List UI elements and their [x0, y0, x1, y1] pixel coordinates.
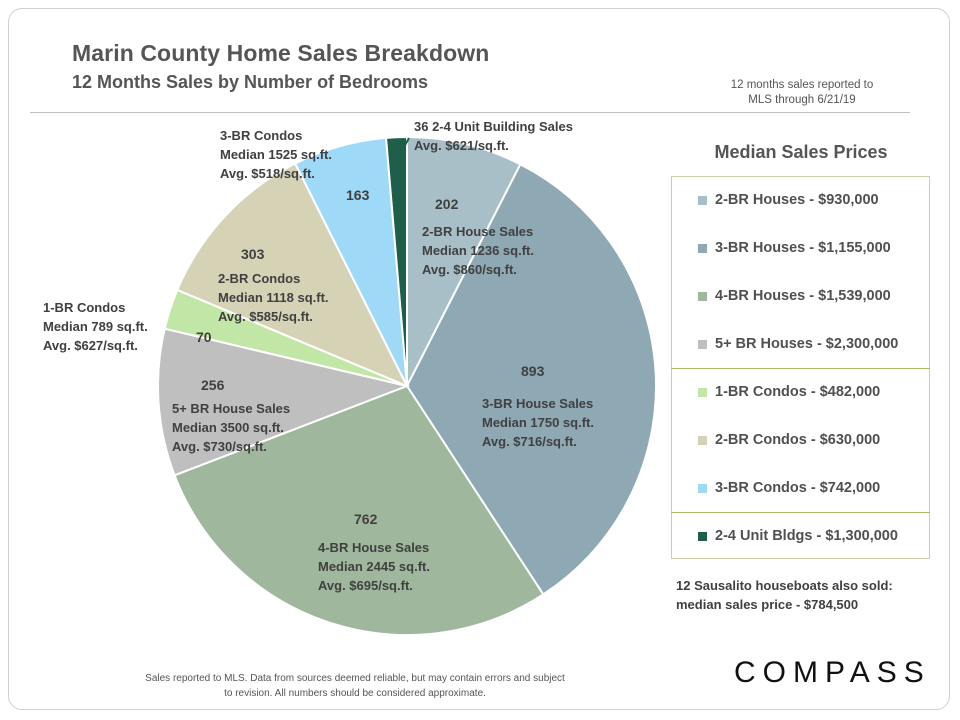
houseboats-note-line1: 12 Sausalito houseboats also sold:: [676, 578, 893, 593]
compass-logo: COMPASS: [734, 656, 931, 689]
legend-divider-condos: [671, 512, 930, 513]
pie-slice-5-br-house-sales: [157, 327, 411, 477]
slice-description-label: 36 2-4 Unit Building Sales: [414, 119, 573, 134]
report-note-line2: MLS through 6/21/19: [748, 94, 856, 106]
pie-slice-3-br-house-sales: [405, 162, 658, 596]
legend-item-1br-condos: 1-BR Condos - $482,000: [698, 382, 880, 402]
pie-slice-2-br-condos: [175, 162, 410, 388]
legend-item-5br-houses: 5+ BR Houses - $2,300,000: [698, 334, 898, 354]
slice-description-label: Avg. $716/sq.ft.: [482, 434, 577, 449]
disclaimer-line1: Sales reported to MLS. Data from sources…: [145, 673, 565, 684]
disclaimer-line2: to revision. All numbers should be consi…: [224, 688, 486, 699]
slice-description-label: Avg. $518/sq.ft.: [220, 166, 315, 181]
slice-description-label: 1-BR Condos: [43, 300, 125, 315]
slice-description-label: 3-BR Condos: [220, 128, 302, 143]
legend-swatch: [698, 483, 707, 493]
slice-description-label: 4-BR House Sales: [318, 540, 429, 555]
legend-box: [671, 176, 930, 559]
legend-title: Median Sales Prices: [714, 142, 888, 162]
slice-value-label: 303: [241, 246, 265, 262]
legend-swatch: [698, 291, 707, 301]
slice-value-label: 762: [354, 511, 378, 527]
report-note: 12 months sales reported to MLS through …: [704, 78, 900, 108]
legend-label: 4-BR Houses - $1,539,000: [715, 288, 891, 304]
slice-description-label: 3-BR House Sales: [482, 396, 593, 411]
slice-description-label: Median 1525 sq.ft.: [220, 147, 332, 162]
slice-description-label: 2-BR House Sales: [422, 224, 533, 239]
slice-value-label: 70: [196, 329, 212, 345]
pie-slice-2-4-unit-building-sales: [384, 135, 408, 387]
legend-item-3br-condos: 3-BR Condos - $742,000: [698, 478, 880, 498]
houseboats-note: 12 Sausalito houseboats also sold: media…: [676, 576, 893, 614]
legend-swatch: [698, 243, 707, 253]
header-divider: [30, 112, 910, 113]
chart-title: Marin County Home Sales Breakdown: [72, 40, 490, 66]
pie-slice-2-br-house-sales: [406, 135, 522, 387]
slice-description-label: Median 1118 sq.ft.: [218, 290, 329, 305]
disclaimer-footer: Sales reported to MLS. Data from sources…: [110, 671, 600, 701]
legend-label: 5+ BR Houses - $2,300,000: [715, 336, 899, 352]
pie-slice-4-br-house-sales: [173, 384, 545, 637]
legend-label: 3-BR Houses - $1,155,000: [715, 240, 891, 256]
slice-description-label: Median 3500 sq.ft.: [172, 420, 284, 435]
report-note-line1: 12 months sales reported to: [730, 79, 874, 91]
chart-subtitle: 12 Months Sales by Number of Bedrooms: [72, 72, 429, 92]
slice-description-label: 2-BR Condos: [218, 271, 300, 286]
legend-item-2br-houses: 2-BR Houses - $930,000: [698, 190, 879, 210]
legend-label: 2-BR Houses - $930,000: [715, 192, 879, 208]
leader-line-2-4-unit: [398, 137, 410, 157]
legend-item-4br-houses: 4-BR Houses - $1,539,000: [698, 286, 891, 306]
slice-description-label: Avg. $627/sq.ft.: [43, 338, 138, 353]
slice-description-label: Avg. $695/sq.ft.: [318, 578, 413, 593]
slide-frame: [8, 8, 950, 710]
slice-description-label: 5+ BR House Sales: [172, 401, 290, 416]
slice-description-label: Avg. $621/sq.ft.: [414, 138, 509, 153]
legend-swatch: [698, 531, 707, 541]
houseboats-note-line2: median sales price - $784,500: [676, 597, 859, 612]
legend-swatch: [698, 339, 707, 349]
slice-description-label: Avg. $730/sq.ft.: [172, 439, 267, 454]
slice-description-label: Median 2445 sq.ft.: [318, 559, 430, 574]
slice-description-label: Median 1236 sq.ft.: [422, 243, 534, 258]
legend-label: 2-BR Condos - $630,000: [715, 432, 881, 448]
legend-item-2br-condos: 2-BR Condos - $630,000: [698, 430, 880, 450]
slice-description-label: Avg. $585/sq.ft.: [218, 309, 313, 324]
legend-swatch: [698, 195, 707, 205]
legend-label: 3-BR Condos - $742,000: [715, 480, 881, 496]
legend-item-2-4-unit-bldgs: 2-4 Unit Bldgs - $1,300,000: [698, 526, 898, 546]
slice-description-label: Median 789 sq.ft.: [43, 319, 148, 334]
slice-value-label: 893: [521, 363, 545, 379]
slice-value-label: 202: [435, 196, 459, 212]
slice-value-label: 256: [201, 377, 225, 393]
legend-swatch: [698, 387, 707, 397]
slice-description-label: Avg. $860/sq.ft.: [422, 262, 517, 277]
slice-value-label: 163: [346, 187, 370, 203]
legend-divider-houses: [671, 368, 930, 369]
slice-description-label: Median 1750 sq.ft.: [482, 415, 594, 430]
legend-item-3br-houses: 3-BR Houses - $1,155,000: [698, 238, 891, 258]
legend-label: 2-4 Unit Bldgs - $1,300,000: [715, 528, 898, 544]
legend-swatch: [698, 435, 707, 445]
legend-label: 1-BR Condos - $482,000: [715, 384, 881, 400]
